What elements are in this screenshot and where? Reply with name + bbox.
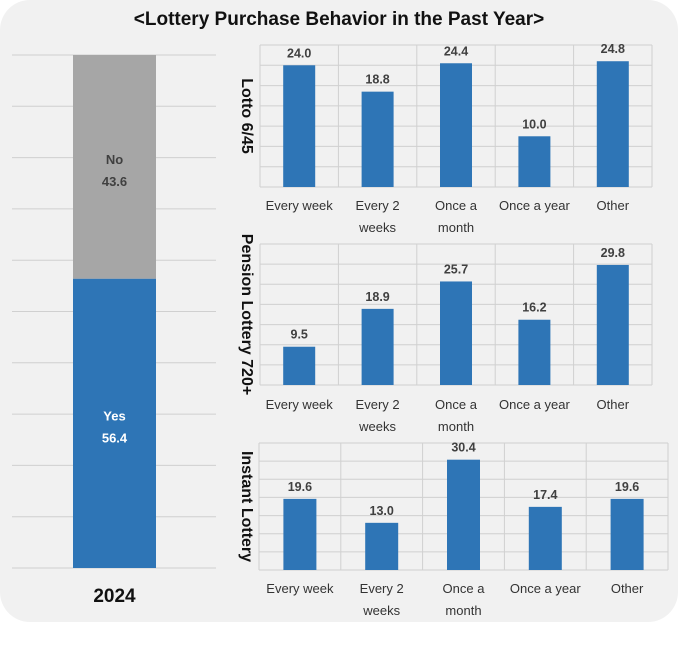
data-label: 10.0 (522, 117, 546, 131)
bar (283, 346, 316, 385)
category-label: Once a (435, 198, 478, 213)
data-label: 19.6 (288, 480, 312, 494)
bar (447, 459, 480, 570)
category-label: month (438, 220, 474, 235)
data-label: 24.0 (287, 46, 311, 60)
bar (518, 136, 551, 187)
segment-label: Yes (103, 408, 125, 423)
data-label: 19.6 (615, 480, 639, 494)
category-label: weeks (358, 419, 396, 434)
data-label: 13.0 (370, 504, 394, 518)
category-label: Every 2 (356, 198, 400, 213)
segment-value: 56.4 (102, 430, 128, 445)
bar (365, 522, 399, 570)
category-label: Other (597, 198, 630, 213)
panel-title: Instant Lottery (238, 451, 255, 562)
data-label: 18.8 (365, 73, 389, 87)
category-label: Every week (266, 581, 334, 596)
data-label: 25.7 (444, 262, 468, 276)
data-label: 29.8 (601, 246, 625, 260)
bar (283, 498, 317, 570)
bar (528, 506, 562, 570)
category-label: Once a year (499, 397, 570, 412)
category-label: Other (597, 397, 630, 412)
bar (361, 91, 394, 187)
bar (596, 61, 629, 187)
category-label: Other (611, 581, 644, 596)
category-label: Every week (266, 397, 334, 412)
data-label: 24.8 (601, 42, 625, 56)
category-label: Every 2 (356, 397, 400, 412)
category-label: Once a year (510, 581, 581, 596)
data-label: 30.4 (451, 441, 475, 455)
bar (610, 498, 644, 570)
bar (596, 264, 629, 385)
category-label: Every 2 (360, 581, 404, 596)
bar (440, 281, 472, 385)
category-label: Once a (443, 581, 486, 596)
bar (440, 63, 472, 187)
category-label: weeks (358, 220, 396, 235)
category-label: month (445, 603, 481, 618)
category-label: month (438, 419, 474, 434)
bar (518, 319, 551, 385)
bar-segment-yes (73, 278, 156, 568)
chart-title: <Lottery Purchase Behavior in the Past Y… (133, 9, 545, 30)
panel-title: Lotto 6/45 (238, 78, 255, 154)
data-label: 16.2 (522, 301, 546, 315)
category-label: Once a (435, 397, 478, 412)
category-label: 2024 (93, 586, 136, 607)
bar-segment-no (73, 55, 156, 279)
data-label: 24.4 (444, 44, 468, 58)
category-label: Once a year (499, 198, 570, 213)
bar (283, 65, 316, 187)
category-label: weeks (362, 603, 400, 618)
data-label: 17.4 (533, 488, 557, 502)
data-label: 9.5 (291, 328, 308, 342)
data-label: 18.9 (365, 290, 389, 304)
segment-label: No (106, 152, 123, 167)
bar (361, 308, 394, 385)
panel-title: Pension Lottery 720+ (238, 234, 255, 395)
category-label: Every week (266, 198, 334, 213)
segment-value: 43.6 (102, 174, 127, 189)
